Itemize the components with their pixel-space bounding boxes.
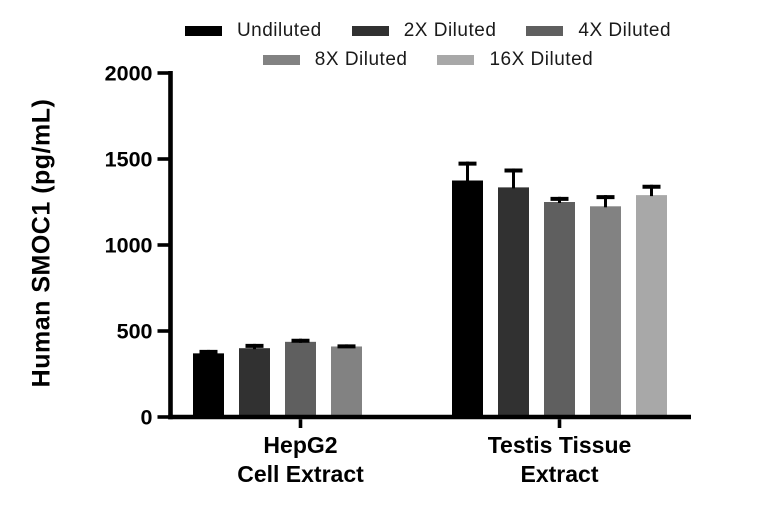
legend-label: 8X Diluted: [314, 49, 408, 70]
legend-color-swatch-2x-diluted: [351, 26, 389, 36]
legend-label: 2X Diluted: [403, 20, 497, 41]
legend-item-undiluted: Undiluted: [184, 20, 322, 42]
x-category-label-testis-tissue-extract-line2: Extract: [521, 461, 599, 487]
bar-16x-diluted-group2: [636, 195, 667, 419]
legend-label: 16X Diluted: [489, 49, 594, 70]
legend-row-2: 8X Diluted 16X Diluted: [262, 49, 593, 71]
legend-label: 4X Diluted: [578, 20, 672, 41]
bar-undiluted-group2: [452, 180, 483, 419]
legend-item-2x-diluted: 2X Diluted: [351, 20, 497, 42]
y-tick-label-2000: 2000: [105, 62, 153, 86]
legend-color-swatch-undiluted: [184, 26, 222, 36]
x-category-label-hepg2-cell-extract-line2: Cell Extract: [237, 461, 364, 487]
bar-2x-diluted-group1: [239, 348, 270, 419]
legend-item-16x-diluted: 16X Diluted: [437, 49, 593, 71]
x-category-label-testis-tissue-extract-line1: Testis Tissue: [488, 432, 632, 458]
legend-label: Undiluted: [236, 20, 322, 41]
y-tick-label-0: 0: [141, 406, 153, 430]
bar-4x-diluted-group1: [285, 341, 316, 419]
bar-undiluted-group1: [193, 353, 224, 419]
legend-color-swatch-16x-diluted: [437, 55, 475, 65]
legend-row-1: Undiluted 2X Diluted 4X Diluted: [184, 20, 671, 42]
bar-4x-diluted-group2: [544, 202, 575, 419]
legend-item-8x-diluted: 8X Diluted: [262, 49, 408, 71]
bar-8x-diluted-group2: [590, 206, 621, 419]
chart-legend: Undiluted 2X Diluted 4X Diluted 8X Diluted 1…: [96, 20, 760, 71]
y-axis-title: Human SMOC1 (pg/mL): [27, 98, 56, 388]
bar-8x-diluted-group1: [331, 346, 362, 419]
legend-color-swatch-4x-diluted: [526, 26, 564, 36]
x-category-label-hepg2-cell-extract-line1: HepG2: [263, 432, 337, 458]
legend-item-4x-diluted: 4X Diluted: [526, 20, 671, 42]
legend-color-swatch-8x-diluted: [262, 55, 300, 65]
bar-2x-diluted-group2: [498, 187, 529, 419]
y-tick-label-500: 500: [117, 320, 153, 344]
y-tick-label-1500: 1500: [105, 148, 153, 172]
y-tick-label-1000: 1000: [105, 234, 153, 258]
